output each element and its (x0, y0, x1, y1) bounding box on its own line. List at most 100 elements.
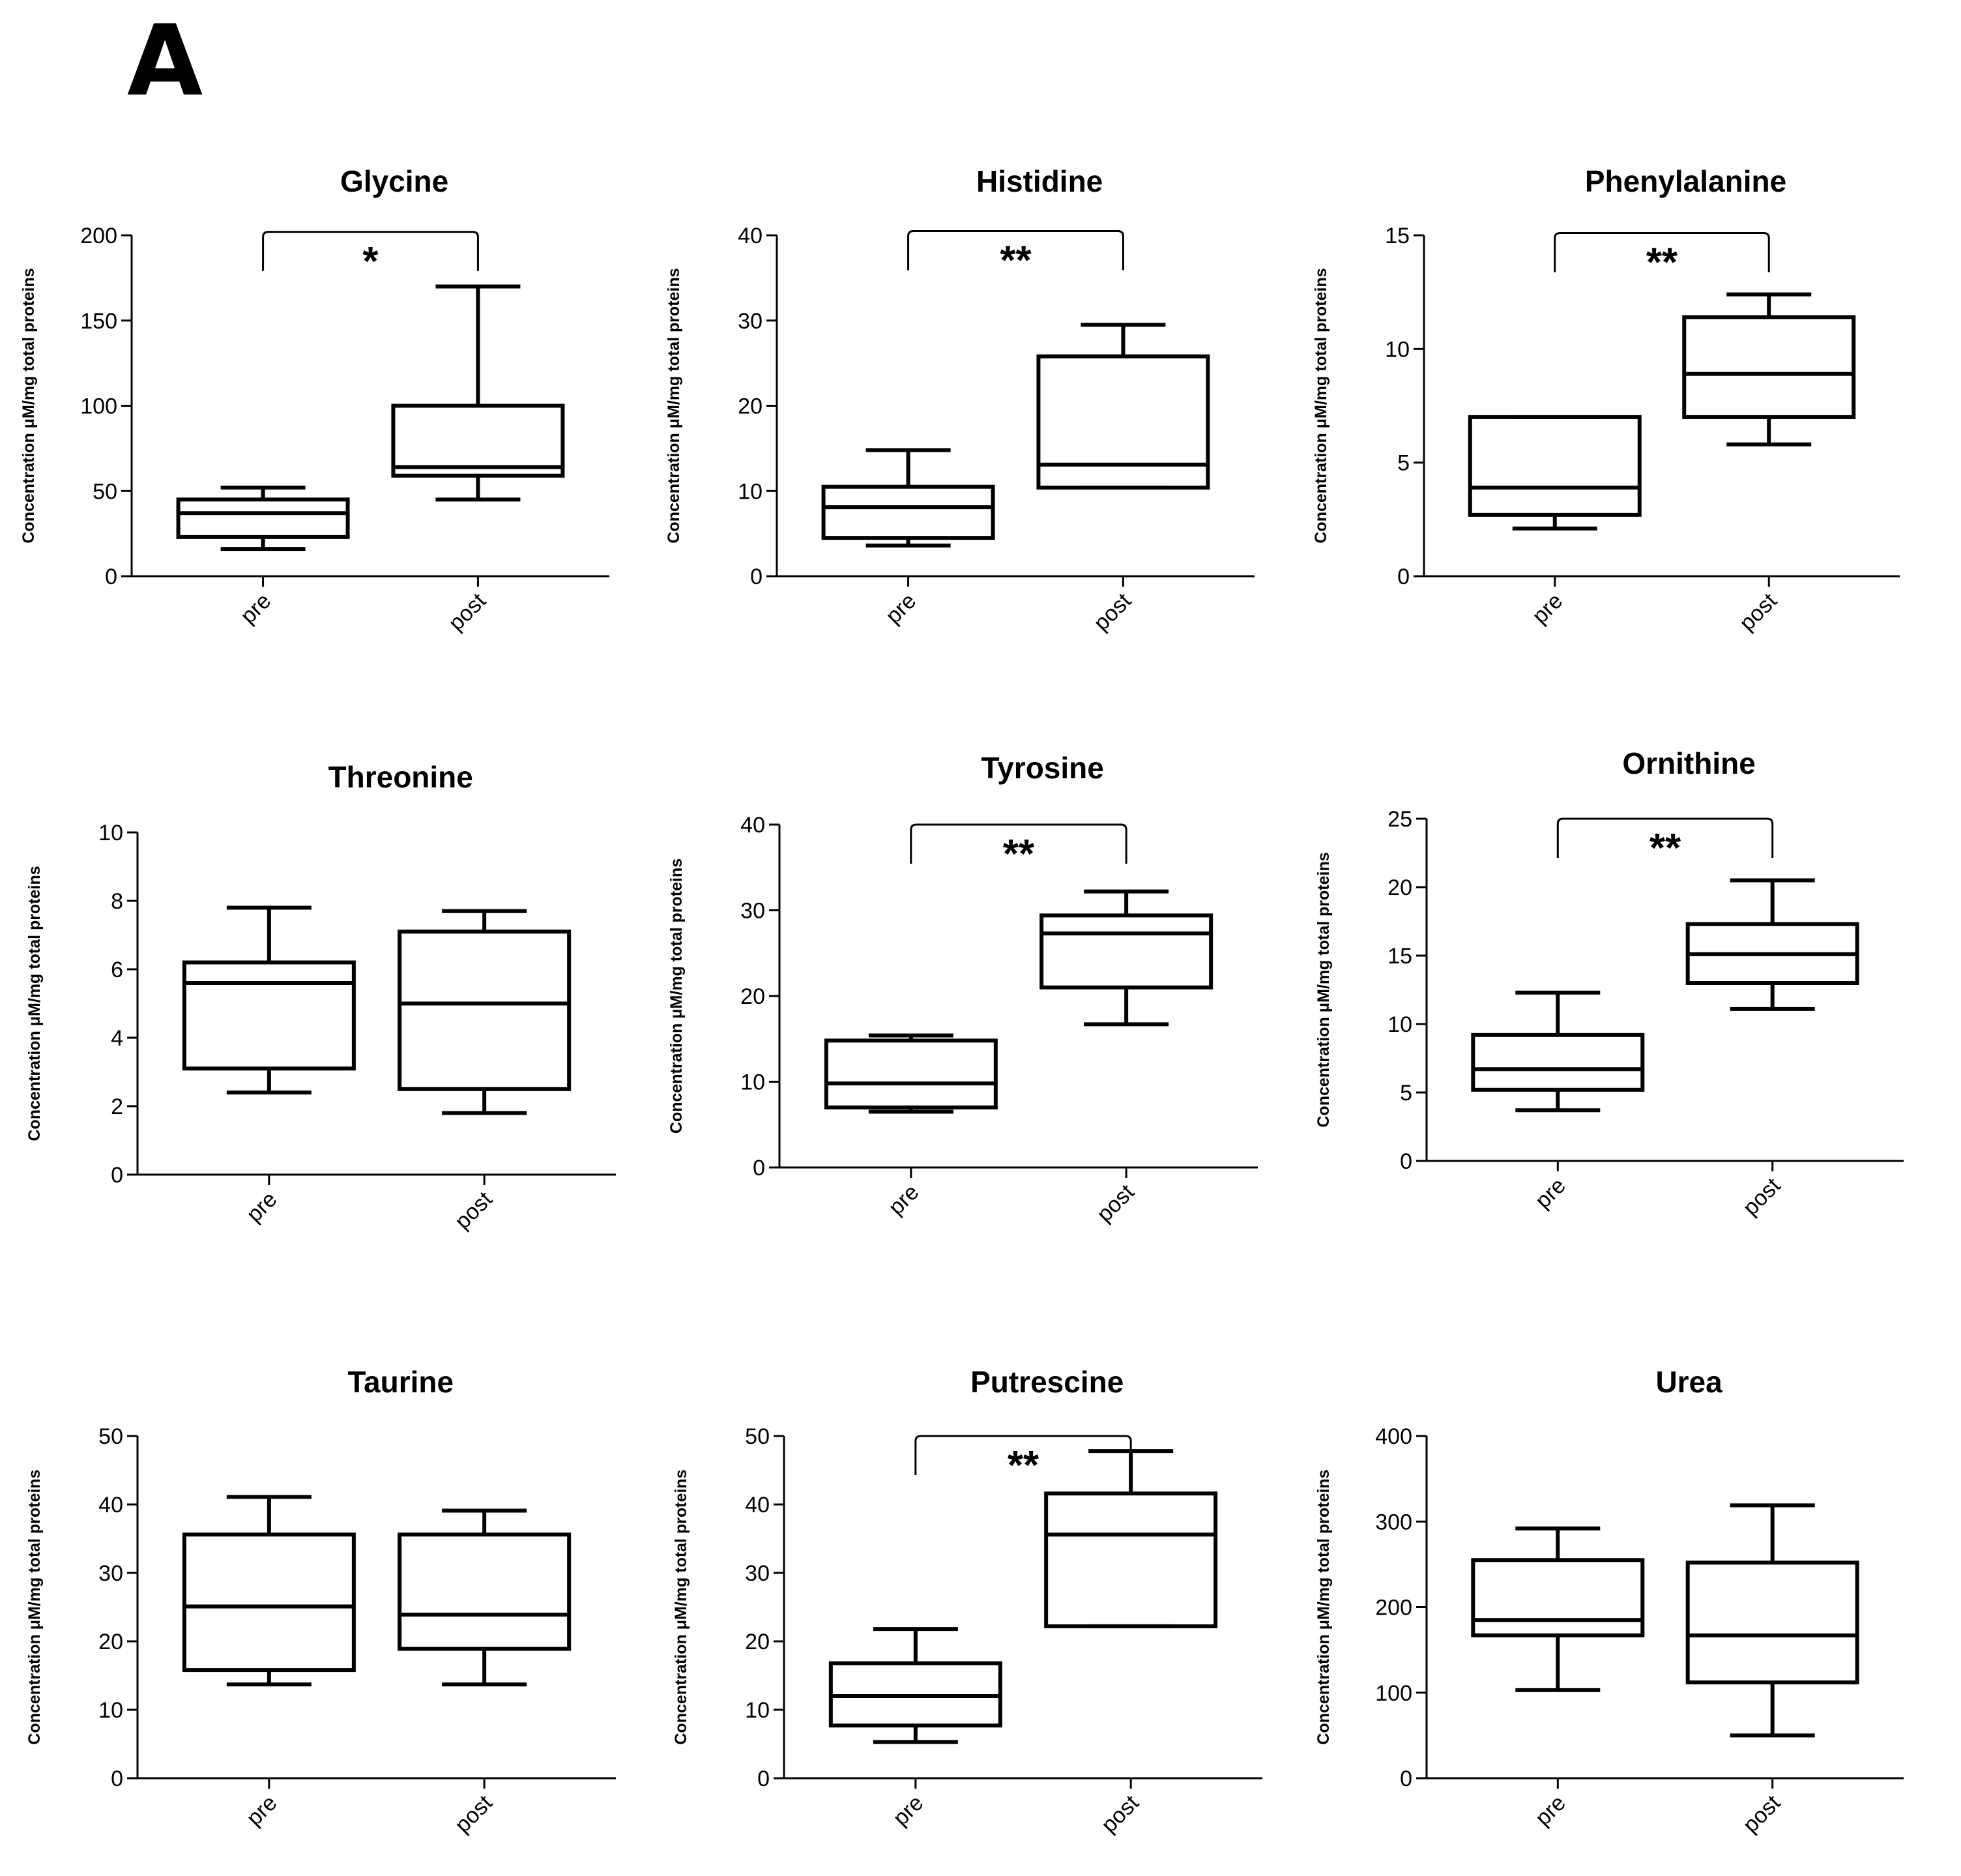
x-tick-label: post (1738, 1790, 1786, 1838)
y-tick-label: 0 (753, 1156, 765, 1180)
iqr-box (1682, 315, 1856, 419)
y-tick-label: 2 (111, 1094, 123, 1119)
iqr-box (398, 930, 572, 1091)
y-tick-label: 10 (1385, 337, 1410, 362)
box-post (398, 1508, 572, 1687)
significance-bracket (1556, 817, 1774, 858)
y-tick-label: 4 (111, 1026, 123, 1051)
chart-histidine: Histidine 0 10 20 30 40 Concentration μM/mg to… (665, 164, 1255, 636)
box-pre (176, 486, 350, 551)
iqr-box (821, 484, 995, 540)
y-tick-label: 0 (111, 1163, 123, 1188)
chart-threonine: Threonine 0 2 4 6 8 10 Concentration μM/mg tota… (25, 760, 616, 1234)
y-tick-label: 40 (740, 813, 765, 838)
iqr-box (1036, 354, 1210, 490)
iqr-box (176, 497, 350, 539)
box-post (391, 284, 565, 502)
x-tick-label: pre (1528, 589, 1568, 629)
y-tick-label: 10 (98, 821, 123, 845)
significance-label: ** (1000, 238, 1032, 283)
chart-title: Tyrosine (981, 751, 1104, 785)
box-pre (182, 1495, 356, 1687)
box-pre (828, 1627, 1002, 1744)
y-tick-label: 0 (757, 1766, 770, 1791)
x-tick-label: post (1735, 588, 1782, 636)
iqr-box (1471, 1033, 1645, 1092)
chart-title: Urea (1655, 1365, 1722, 1399)
y-tick-label: 5 (1400, 1081, 1412, 1106)
chart-title: Putrescine (970, 1365, 1124, 1399)
y-axis-label: Concentration μM/mg total proteins (1312, 268, 1330, 543)
x-tick-label: pre (236, 589, 276, 629)
chart-title: Threonine (328, 760, 473, 794)
chart-title: Glycine (340, 164, 448, 198)
y-axis-label: Concentration μM/mg total proteins (1315, 852, 1333, 1127)
significance-bracket (1554, 232, 1770, 272)
x-tick-label: post (450, 1186, 497, 1234)
x-tick-label: pre (881, 589, 922, 629)
y-tick-label: 15 (1385, 224, 1410, 248)
box-pre (1471, 990, 1645, 1113)
chart-title: Phenylalanine (1585, 164, 1786, 198)
chart-urea: Urea 0 100 200 300 400 Concentration μM/mg tot… (1315, 1365, 1904, 1838)
box-post (1685, 1503, 1859, 1738)
y-tick-label: 30 (98, 1561, 123, 1586)
y-tick-label: 5 (1397, 451, 1410, 476)
y-tick-label: 20 (98, 1630, 123, 1654)
box-pre (182, 905, 356, 1094)
y-tick-label: 10 (98, 1698, 123, 1723)
box-pre (1468, 415, 1642, 531)
iqr-box (1685, 1561, 1859, 1684)
chart-putrescine: Putrescine 0 10 20 30 40 50 Concentration μM/mg… (672, 1365, 1262, 1838)
chart-phenylalanine: Phenylalanine 0 5 10 15 Concentration μM/mg t… (1312, 164, 1900, 636)
y-tick-label: 50 (98, 1424, 123, 1449)
y-tick-label: 40 (745, 1493, 770, 1517)
y-tick-label: 200 (1375, 1596, 1412, 1620)
x-tick-label: post (1738, 1173, 1786, 1220)
y-tick-label: 8 (111, 889, 123, 914)
iqr-box (391, 403, 565, 478)
y-axis-label: Concentration μM/mg total proteins (25, 866, 44, 1141)
box-post (398, 909, 572, 1115)
y-axis-label: Concentration μM/mg total proteins (667, 858, 686, 1134)
x-tick-label: pre (888, 1791, 929, 1831)
box-post (1039, 889, 1213, 1027)
iqr-box (1468, 415, 1642, 517)
y-tick-label: 10 (745, 1698, 770, 1723)
significance-label: ** (1008, 1443, 1039, 1488)
iqr-box (824, 1038, 998, 1109)
y-tick-label: 20 (745, 1630, 770, 1654)
iqr-box (182, 1532, 356, 1673)
x-tick-label: pre (884, 1180, 924, 1220)
panel-label: A (127, 5, 203, 118)
y-tick-label: 10 (1387, 1012, 1412, 1037)
x-tick-label: post (1096, 1790, 1144, 1838)
y-tick-label: 20 (738, 394, 763, 419)
y-axis-label: Concentration μM/mg total proteins (20, 268, 38, 543)
y-tick-label: 150 (80, 309, 117, 334)
significance-bracket (262, 231, 479, 271)
y-tick-label: 6 (111, 958, 123, 982)
box-post (1682, 292, 1856, 447)
y-tick-label: 20 (1387, 875, 1412, 900)
iqr-box (1044, 1491, 1218, 1628)
y-tick-label: 400 (1375, 1424, 1412, 1449)
box-post (1044, 1449, 1218, 1628)
chart-taurine: Taurine 0 10 20 30 40 50 Concentration μM/mg to… (25, 1365, 616, 1838)
y-axis-label: Concentration μM/mg total proteins (672, 1469, 690, 1744)
y-tick-label: 0 (750, 564, 763, 589)
iqr-box (1039, 913, 1213, 989)
y-tick-label: 10 (740, 1070, 765, 1095)
chart-title: Taurine (347, 1365, 454, 1399)
y-tick-label: 40 (98, 1493, 123, 1517)
box-pre (821, 448, 995, 548)
x-tick-label: pre (1530, 1791, 1571, 1831)
iqr-box (1471, 1558, 1645, 1637)
y-tick-label: 100 (1375, 1681, 1412, 1706)
x-tick-label: pre (242, 1187, 282, 1227)
x-tick-label: post (1092, 1179, 1139, 1227)
x-tick-label: post (1089, 588, 1137, 636)
x-tick-label: post (444, 588, 491, 636)
